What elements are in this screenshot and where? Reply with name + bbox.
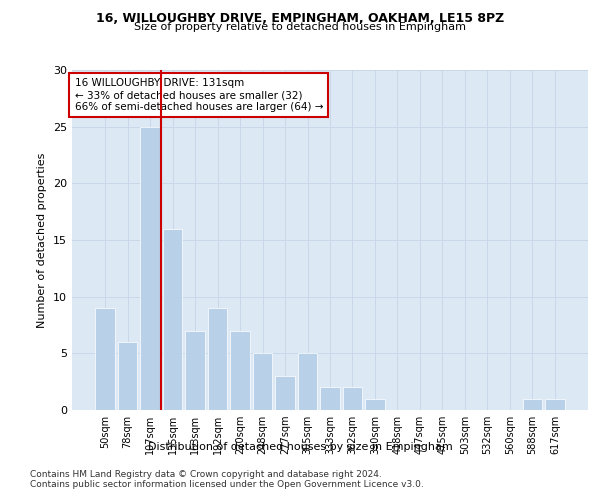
Bar [253, 354, 272, 410]
Bar [320, 388, 340, 410]
Bar [230, 330, 250, 410]
Bar [118, 342, 137, 410]
Bar [343, 388, 362, 410]
Bar [275, 376, 295, 410]
Text: 16 WILLOUGHBY DRIVE: 131sqm
← 33% of detached houses are smaller (32)
66% of sem: 16 WILLOUGHBY DRIVE: 131sqm ← 33% of det… [74, 78, 323, 112]
Text: Contains HM Land Registry data © Crown copyright and database right 2024.: Contains HM Land Registry data © Crown c… [30, 470, 382, 479]
Text: Contains public sector information licensed under the Open Government Licence v3: Contains public sector information licen… [30, 480, 424, 489]
Y-axis label: Number of detached properties: Number of detached properties [37, 152, 47, 328]
Bar [545, 398, 565, 410]
Bar [163, 228, 182, 410]
Text: Distribution of detached houses by size in Empingham: Distribution of detached houses by size … [148, 442, 452, 452]
Bar [365, 398, 385, 410]
Bar [523, 398, 542, 410]
Bar [208, 308, 227, 410]
Text: Size of property relative to detached houses in Empingham: Size of property relative to detached ho… [134, 22, 466, 32]
Bar [140, 126, 160, 410]
Bar [185, 330, 205, 410]
Text: 16, WILLOUGHBY DRIVE, EMPINGHAM, OAKHAM, LE15 8PZ: 16, WILLOUGHBY DRIVE, EMPINGHAM, OAKHAM,… [96, 12, 504, 26]
Bar [95, 308, 115, 410]
Bar [298, 354, 317, 410]
